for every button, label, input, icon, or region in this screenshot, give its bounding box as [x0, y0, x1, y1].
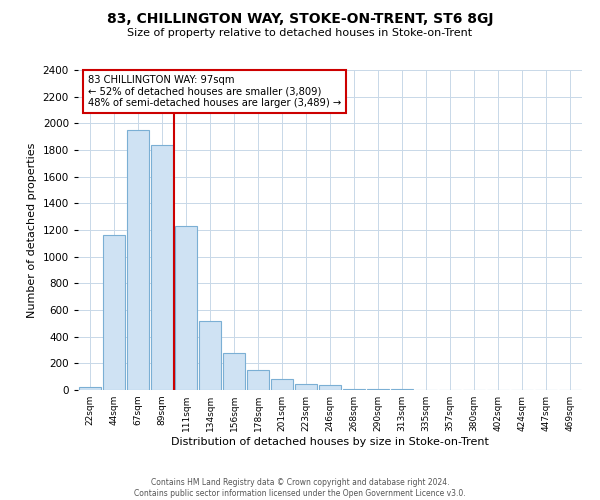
Bar	[247, 370, 269, 390]
Y-axis label: Number of detached properties: Number of detached properties	[27, 142, 37, 318]
Bar	[319, 384, 341, 390]
Bar	[151, 144, 173, 390]
Bar	[271, 380, 293, 390]
Text: Contains HM Land Registry data © Crown copyright and database right 2024.
Contai: Contains HM Land Registry data © Crown c…	[134, 478, 466, 498]
Bar	[127, 130, 149, 390]
Text: 83 CHILLINGTON WAY: 97sqm
← 52% of detached houses are smaller (3,809)
48% of se: 83 CHILLINGTON WAY: 97sqm ← 52% of detac…	[88, 75, 341, 108]
Bar	[175, 226, 197, 390]
Bar	[295, 384, 317, 390]
Bar	[223, 354, 245, 390]
Bar	[199, 320, 221, 390]
Bar	[79, 386, 101, 390]
X-axis label: Distribution of detached houses by size in Stoke-on-Trent: Distribution of detached houses by size …	[171, 437, 489, 447]
Bar	[103, 236, 125, 390]
Bar	[343, 388, 365, 390]
Text: 83, CHILLINGTON WAY, STOKE-ON-TRENT, ST6 8GJ: 83, CHILLINGTON WAY, STOKE-ON-TRENT, ST6…	[107, 12, 493, 26]
Text: Size of property relative to detached houses in Stoke-on-Trent: Size of property relative to detached ho…	[127, 28, 473, 38]
